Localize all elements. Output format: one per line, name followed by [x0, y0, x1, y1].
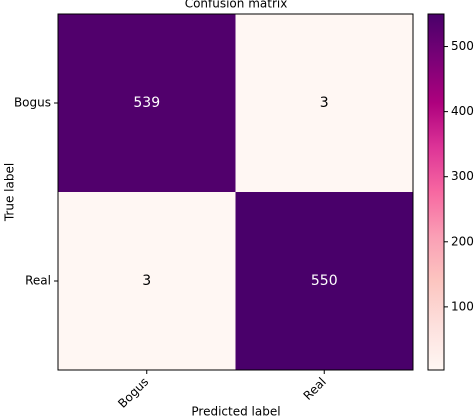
cell-label: 550	[311, 273, 338, 289]
chart-title: Confusion matrix	[185, 0, 288, 11]
cell	[58, 14, 236, 192]
x-axis-label: Predicted label	[191, 405, 280, 419]
cell	[235, 14, 413, 192]
y-axis-label: True label	[3, 163, 17, 222]
cell-label: 3	[142, 273, 151, 289]
colorbar-tick-label: 200	[451, 234, 474, 248]
y-tick-label: Real	[25, 274, 51, 288]
x-tick-label: Bogus	[115, 375, 151, 411]
colorbar-tick-label: 400	[451, 104, 474, 118]
x-tick-label: Real	[301, 375, 329, 403]
colorbar-tick-label: 100	[451, 299, 474, 313]
plot-frame	[57, 13, 414, 371]
cell-label: 539	[133, 95, 160, 111]
colorbar-tick-label: 500	[451, 39, 474, 53]
y-tick-label: Bogus	[14, 96, 51, 110]
colorbar	[427, 13, 445, 371]
cell	[58, 192, 236, 370]
colorbar-tick-label: 300	[451, 169, 474, 183]
cell-label: 3	[320, 95, 329, 111]
cell	[235, 192, 413, 370]
